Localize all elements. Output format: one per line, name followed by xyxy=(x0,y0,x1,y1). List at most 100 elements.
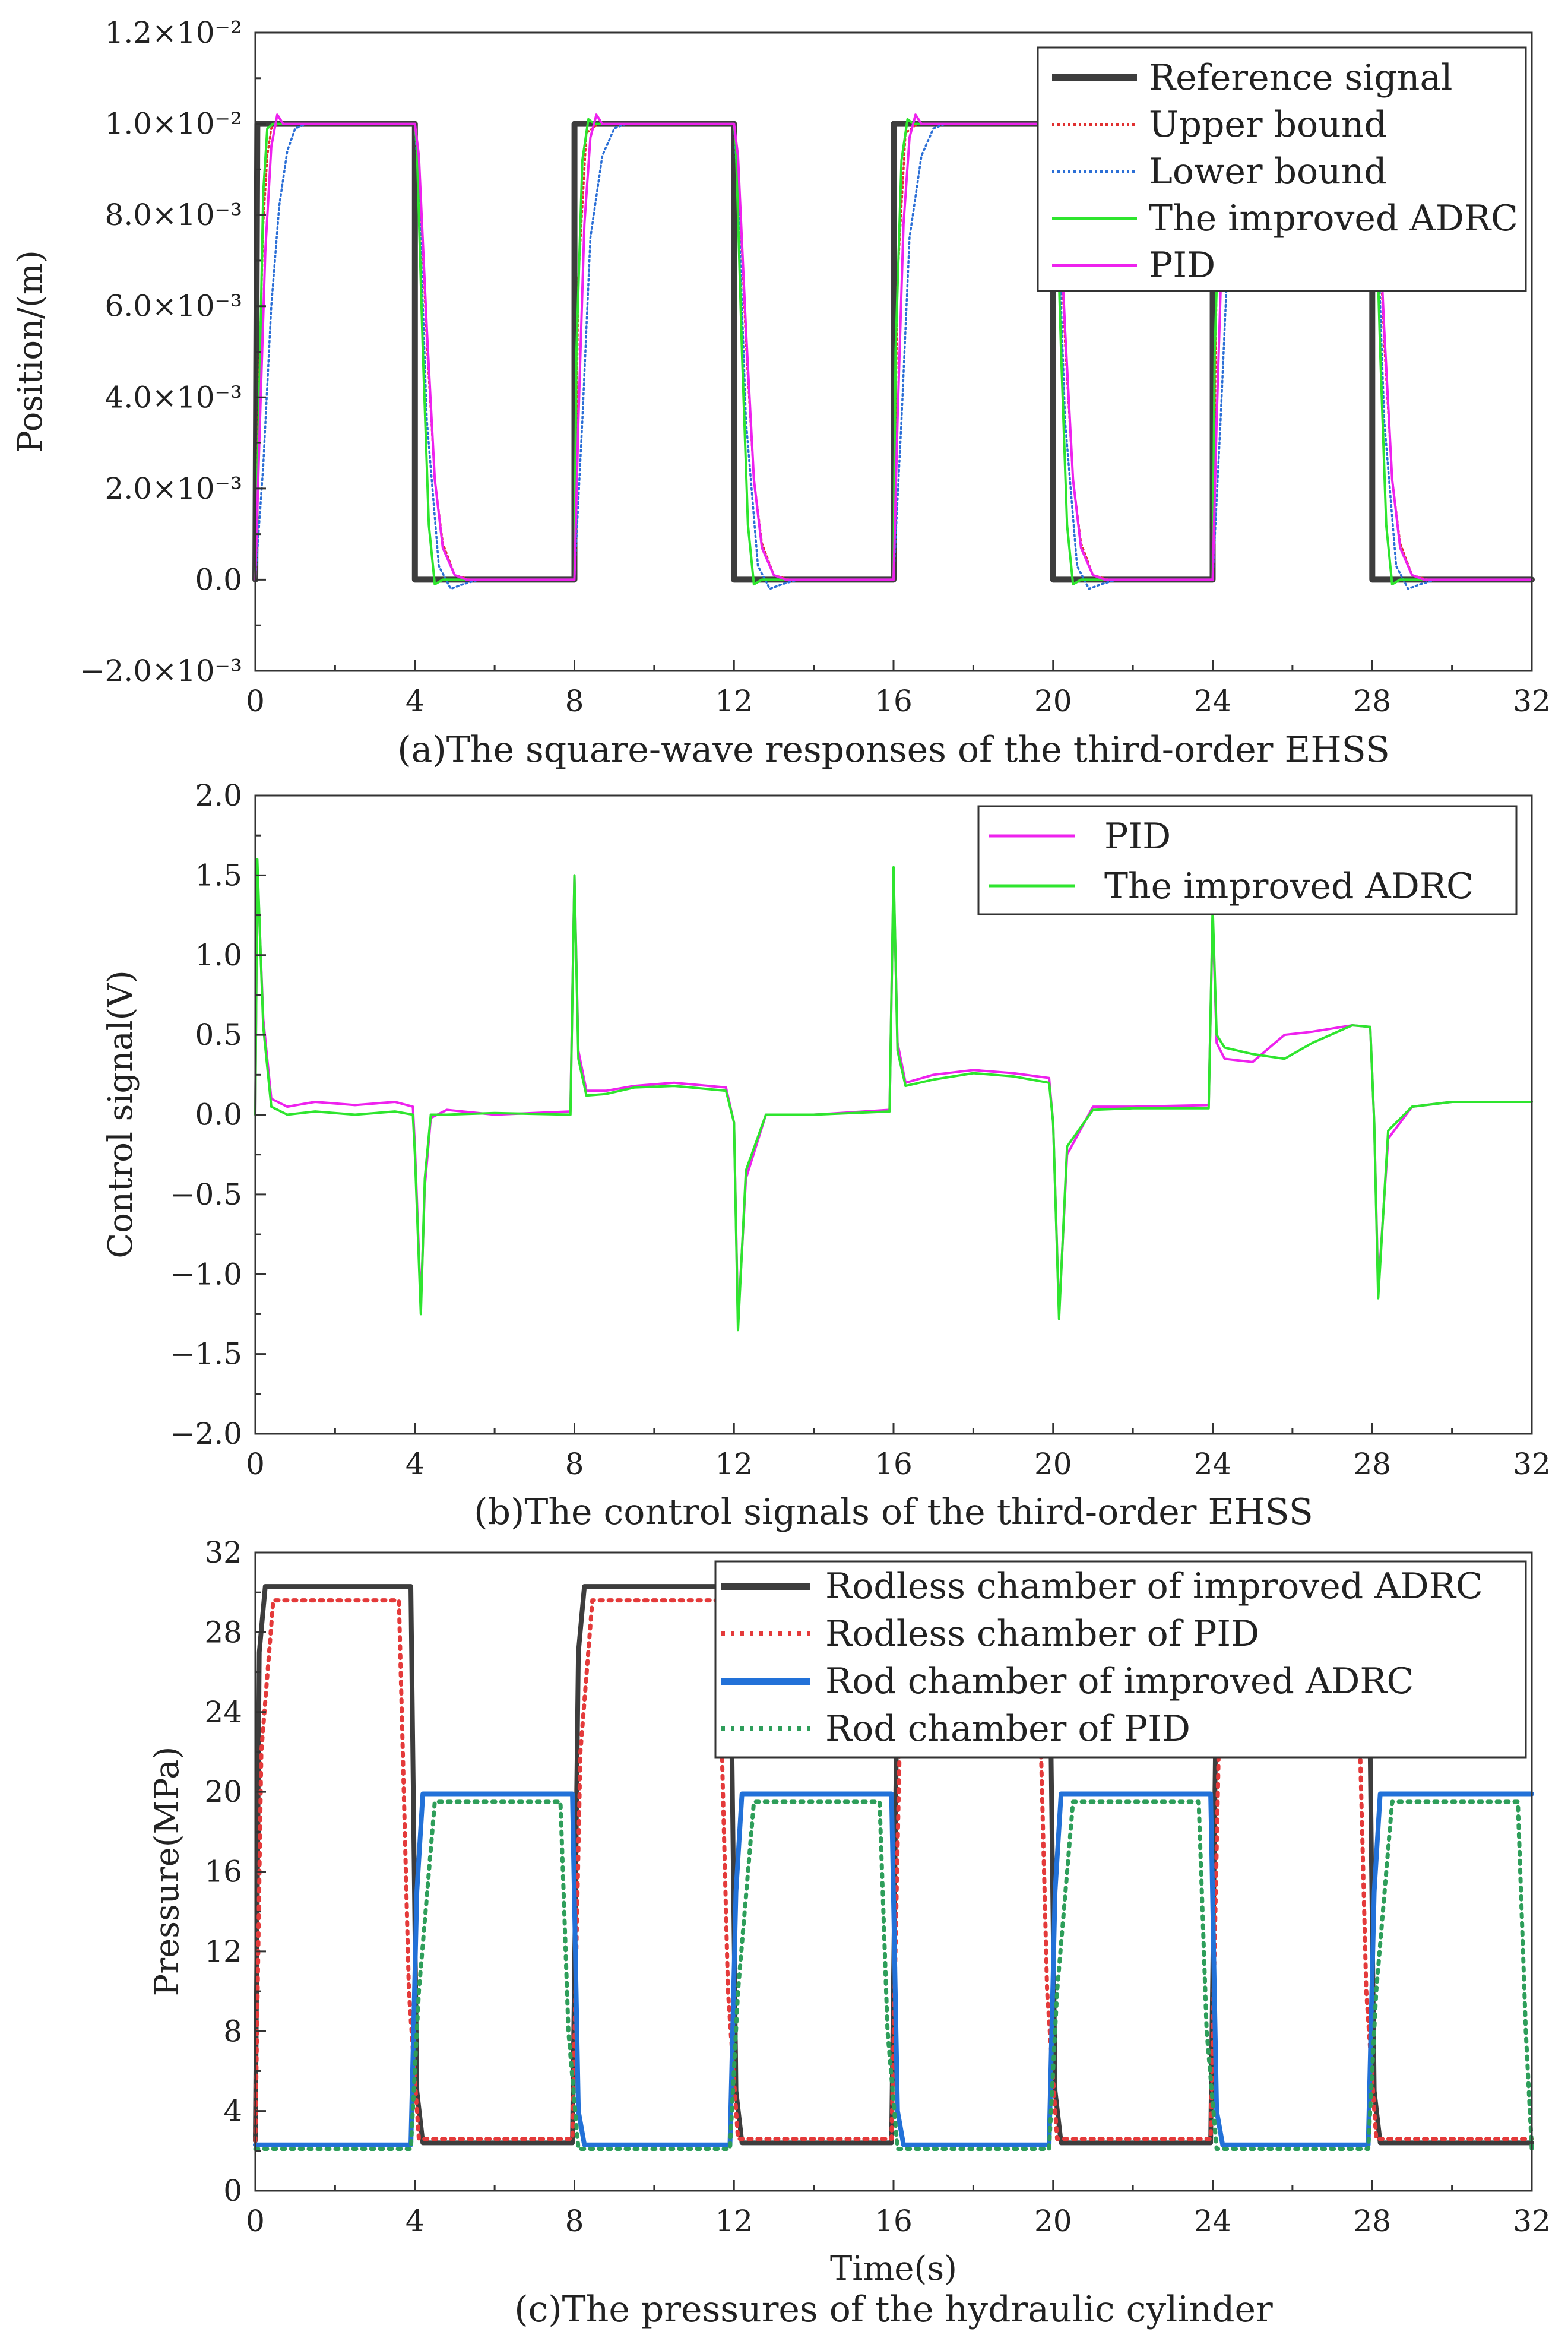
legend-label-upper-bound: Upper bound xyxy=(1149,104,1387,145)
x-tick-label: 12 xyxy=(715,2204,753,2238)
x-tick-label: 8 xyxy=(565,684,584,718)
x-tick-label: 20 xyxy=(1034,2204,1072,2238)
panel-b-y-axis-title: Control signal(V) xyxy=(102,970,140,1258)
legend-label-rodless-adrc: Rodless chamber of improved ADRC xyxy=(825,1566,1483,1607)
legend-item-pid: PID xyxy=(1052,245,1215,286)
y-tick-label: 8.0×10⁻³ xyxy=(105,198,242,232)
x-tick-label: 12 xyxy=(715,684,753,718)
x-tick-label: 32 xyxy=(1513,2204,1551,2238)
panel-c-ticks: 0 4 8 12 16 20 24 28 32 0 4 8 12 16 20 24 28 32 xyxy=(204,1535,1550,2238)
legend-item-rodless-pid: Rodless chamber of PID xyxy=(721,1613,1259,1655)
x-tick-label: 20 xyxy=(1034,684,1072,718)
x-tick-label: 0 xyxy=(246,2204,265,2238)
x-tick-label: 24 xyxy=(1194,684,1232,718)
legend-item-improved-adrc: The improved ADRC xyxy=(989,866,1474,907)
x-tick-label: 0 xyxy=(246,684,265,718)
y-tick-label: −2.0 xyxy=(170,1417,242,1451)
y-tick-label: 4.0×10⁻³ xyxy=(105,380,242,414)
y-tick-label: 12 xyxy=(204,1934,242,1969)
panel-a-ticks: 0 4 8 12 16 20 24 28 32 −2.0×10⁻³ 0.0 2.0×10⁻³ 4.0×1… xyxy=(80,15,1551,718)
x-tick-label: 4 xyxy=(406,1447,425,1481)
x-tick-label: 24 xyxy=(1194,1447,1232,1481)
panel-b-legend: PID The improved ADRC xyxy=(977,805,1518,915)
legend-item-rod-pid: Rod chamber of PID xyxy=(721,1708,1190,1750)
panel-c-x-axis-title: Time(s) xyxy=(830,2250,957,2288)
y-tick-label: 0.5 xyxy=(195,1018,242,1052)
y-tick-label: 0.0 xyxy=(195,1098,242,1132)
legend-label-improved-adrc: The improved ADRC xyxy=(1149,198,1518,239)
x-tick-label: 16 xyxy=(875,1447,913,1481)
legend-item-pid: PID xyxy=(989,816,1171,857)
series-line-rod-chamber-of-improved-adrc xyxy=(253,1791,1534,2147)
x-tick-label: 28 xyxy=(1353,2204,1391,2238)
legend-item-upper-bound: Upper bound xyxy=(1052,104,1387,145)
y-tick-label: 1.2×10⁻² xyxy=(105,15,242,50)
panel-c-caption: (c)The pressures of the hydraulic cylind… xyxy=(514,2289,1273,2330)
x-tick-label: 0 xyxy=(246,1447,265,1481)
y-tick-label: 6.0×10⁻³ xyxy=(105,289,242,324)
x-tick-label: 4 xyxy=(406,684,425,718)
legend-item-reference-signal: Reference signal xyxy=(1052,57,1452,99)
legend-label-rod-pid: Rod chamber of PID xyxy=(825,1708,1190,1750)
legend-item-lower-bound: Lower bound xyxy=(1052,151,1387,192)
y-tick-label: 4 xyxy=(223,2094,242,2128)
y-tick-label: 16 xyxy=(204,1855,242,1889)
x-tick-label: 12 xyxy=(715,1447,753,1481)
panel-a-legend-box xyxy=(1037,46,1527,292)
legend-label-improved-adrc: The improved ADRC xyxy=(1104,866,1474,907)
y-tick-label: −1.5 xyxy=(170,1337,242,1371)
panel-c-y-axis-title: Pressure(MPa) xyxy=(148,1747,186,1997)
legend-item-rod-adrc: Rod chamber of improved ADRC xyxy=(721,1661,1414,1702)
panel-c: 0 4 8 12 16 20 24 28 32 0 4 8 12 16 20 24 28 32 Pressure(… xyxy=(148,1535,1551,2330)
x-tick-label: 16 xyxy=(875,2204,913,2238)
y-tick-label: 1.0 xyxy=(195,938,242,972)
legend-label-rodless-pid: Rodless chamber of PID xyxy=(825,1613,1259,1655)
legend-label-pid: PID xyxy=(1149,245,1215,286)
panel-b: 0 4 8 12 16 20 24 28 32 −2.0 −1.5 −1.0 −0.5 0.0 0.5 1.0… xyxy=(102,778,1551,1533)
y-tick-label: 24 xyxy=(204,1695,242,1729)
panel-c-legend: Rodless chamber of improved ADRC Rodless… xyxy=(714,1560,1527,1759)
y-tick-label: 2.0×10⁻³ xyxy=(105,471,242,506)
y-tick-label: −2.0×10⁻³ xyxy=(80,654,242,688)
panel-b-ticks: 0 4 8 12 16 20 24 28 32 −2.0 −1.5 −1.0 −0.5 0.0 0.5 1.0… xyxy=(170,778,1551,1481)
y-tick-label: −1.0 xyxy=(170,1257,242,1291)
series-line-rod-chamber-of-pid xyxy=(253,1799,1534,2151)
panel-c-legend-box xyxy=(714,1560,1527,1759)
panel-a-y-axis-title: Position/(m) xyxy=(11,250,50,453)
legend-label-pid: PID xyxy=(1104,816,1171,857)
series-line-the-improved-adrc xyxy=(254,858,1533,1332)
panel-a-legend: Reference signal Upper bound Lower bound… xyxy=(1037,46,1527,292)
legend-item-rodless-adrc: Rodless chamber of improved ADRC xyxy=(721,1566,1483,1607)
legend-label-lower-bound: Lower bound xyxy=(1149,151,1387,192)
legend-label-reference-signal: Reference signal xyxy=(1149,57,1452,99)
x-tick-label: 20 xyxy=(1034,1447,1072,1481)
x-tick-label: 32 xyxy=(1513,684,1551,718)
y-tick-label: 32 xyxy=(204,1535,242,1570)
y-tick-label: 20 xyxy=(204,1775,242,1809)
y-tick-label: 8 xyxy=(223,2014,242,2048)
panel-a-caption: (a)The square-wave responses of the thir… xyxy=(397,729,1390,771)
panel-b-legend-box xyxy=(977,805,1518,915)
x-tick-label: 8 xyxy=(565,1447,584,1481)
x-tick-label: 4 xyxy=(406,2204,425,2238)
x-tick-label: 24 xyxy=(1194,2204,1232,2238)
x-tick-label: 28 xyxy=(1353,1447,1391,1481)
x-tick-label: 16 xyxy=(875,684,913,718)
panel-b-caption: (b)The control signals of the third-orde… xyxy=(474,1491,1313,1533)
x-tick-label: 32 xyxy=(1513,1447,1551,1481)
y-tick-label: 2.0 xyxy=(195,778,242,813)
x-tick-label: 8 xyxy=(565,2204,584,2238)
y-tick-label: 0.0 xyxy=(195,562,242,597)
y-tick-label: 1.5 xyxy=(195,858,242,892)
x-tick-label: 28 xyxy=(1353,684,1391,718)
y-tick-label: −0.5 xyxy=(170,1177,242,1212)
panel-a: 0 4 8 12 16 20 24 28 32 −2.0×10⁻³ 0.0 2.0×10⁻³ 4.0×1… xyxy=(11,15,1551,771)
legend-item-improved-adrc: The improved ADRC xyxy=(1052,198,1518,239)
legend-label-rod-adrc: Rod chamber of improved ADRC xyxy=(825,1661,1414,1702)
y-tick-label: 1.0×10⁻² xyxy=(105,107,242,141)
y-tick-label: 28 xyxy=(204,1615,242,1649)
y-tick-label: 0 xyxy=(223,2174,242,2208)
panel-b-series xyxy=(254,858,1533,1332)
